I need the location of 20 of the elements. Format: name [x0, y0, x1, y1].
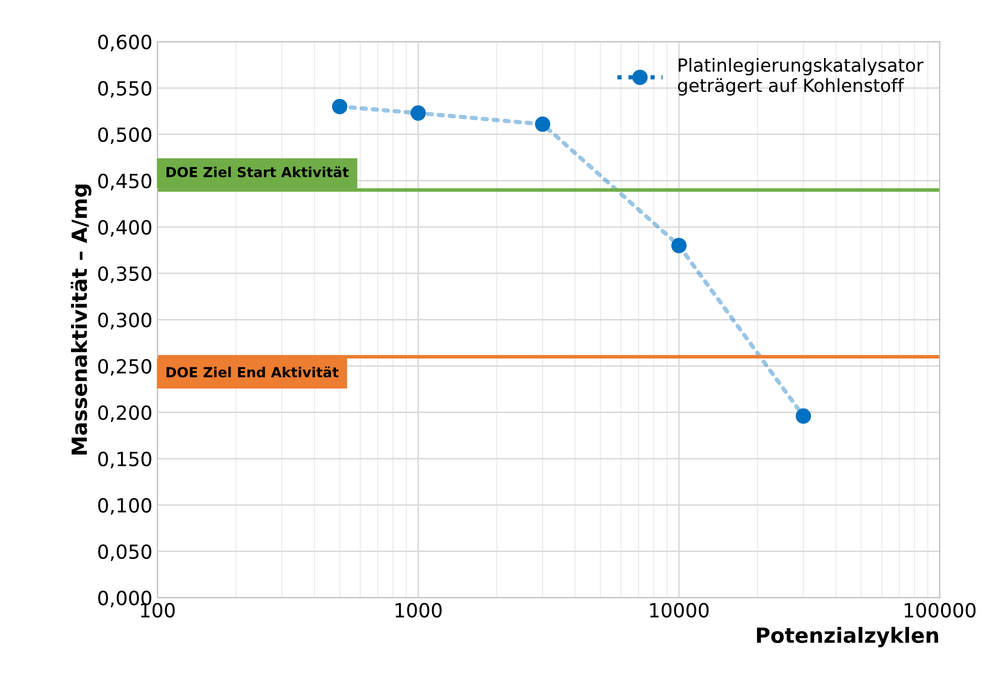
y-tick-label: 0,150 — [98, 452, 152, 468]
y-tick-label: 0,600 — [98, 34, 152, 52]
x-tick-label: 100000 — [904, 602, 976, 618]
y-tick-label: 0,200 — [98, 405, 152, 422]
y-axis-title: Massenaktivität – A/mg — [70, 184, 92, 455]
y-tick-label: 0,450 — [98, 174, 152, 190]
y-tick-label: 0,050 — [98, 544, 152, 562]
y-tick-label: 0,400 — [98, 220, 152, 237]
y-tick-label: 0,350 — [98, 266, 152, 284]
y-tick-label: 0,300 — [98, 312, 152, 330]
x-tick-label: 10000 — [650, 602, 709, 618]
y-tick-label: 0,550 — [98, 80, 152, 98]
x-tick-label: 1000 — [396, 602, 442, 618]
ref-line-label: DOE Ziel End Aktivität — [166, 366, 338, 378]
y-tick-label: 0,500 — [98, 127, 152, 144]
legend-label: Platinlegierungskatalysator geträgert auf Kohlenstoff — [678, 58, 924, 96]
ref-line-label: DOE Ziel Start Aktivität — [166, 166, 349, 178]
y-tick-label: 0,100 — [98, 498, 152, 515]
y-tick-label: 0,250 — [98, 358, 152, 376]
x-axis-title: Potenzialzyklen — [757, 626, 938, 648]
